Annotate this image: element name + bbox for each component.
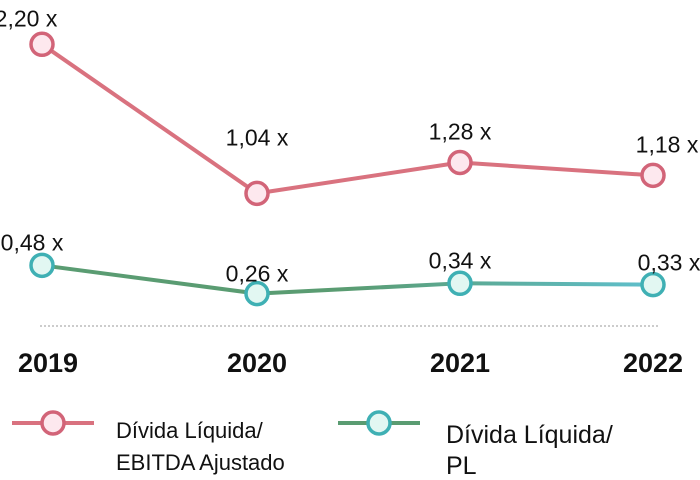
data-label-ebitda-2020: 1,04 x	[226, 124, 289, 150]
legend-label-ebitda-line1: Dívida Líquida/	[116, 418, 264, 443]
legend: Dívida Líquida/ EBITDA Ajustado Dívida L…	[12, 410, 613, 480]
legend-swatch-marker-ebitda	[40, 410, 66, 436]
data-point-pl-2022	[640, 271, 666, 298]
legend-swatch-marker-pl	[366, 410, 392, 436]
data-point-ebitda-2019	[29, 31, 55, 58]
data-point-ebitda-2020	[244, 180, 270, 207]
series-line-pl	[41, 263, 654, 296]
series-line-ebitda	[40, 42, 654, 196]
data-label-ebitda-2019: 2,20 x	[0, 5, 58, 31]
legend-label-pl-line1: Dívida Líquida/	[446, 421, 613, 449]
data-point-ebitda-2022	[640, 162, 666, 189]
data-label-pl-2021: 0,34 x	[429, 247, 492, 273]
data-label-pl-2019: 0,48 x	[1, 229, 64, 255]
x-tick-2020: 2020	[227, 348, 287, 378]
data-point-pl-2021	[447, 270, 473, 297]
legend-item-pl: Dívida Líquida/ PL	[338, 410, 613, 480]
data-point-pl-2020	[244, 280, 270, 307]
data-label-pl-2022: 0,33 x	[638, 250, 700, 276]
data-point-ebitda-2021	[447, 149, 473, 176]
x-tick-2021: 2021	[430, 348, 490, 378]
x-tick-2019: 2019	[18, 348, 78, 378]
series-pl: 0,48 x 0,26 x 0,34 x 0,33 x	[1, 229, 700, 307]
data-label-ebitda-2022: 1,18 x	[636, 131, 699, 157]
legend-label-ebitda-line2: EBITDA Ajustado	[116, 450, 285, 475]
data-label-pl-2020: 0,26 x	[226, 261, 289, 287]
data-point-pl-2019	[29, 252, 55, 279]
legend-item-ebitda: Dívida Líquida/ EBITDA Ajustado	[12, 410, 285, 475]
x-tick-2022: 2022	[623, 348, 683, 378]
data-label-ebitda-2021: 1,28 x	[429, 119, 492, 145]
legend-label-pl-line2: PL	[446, 452, 477, 480]
series-ebitda: 2,20 x 1,04 x 1,28 x 1,18 x	[0, 5, 699, 207]
